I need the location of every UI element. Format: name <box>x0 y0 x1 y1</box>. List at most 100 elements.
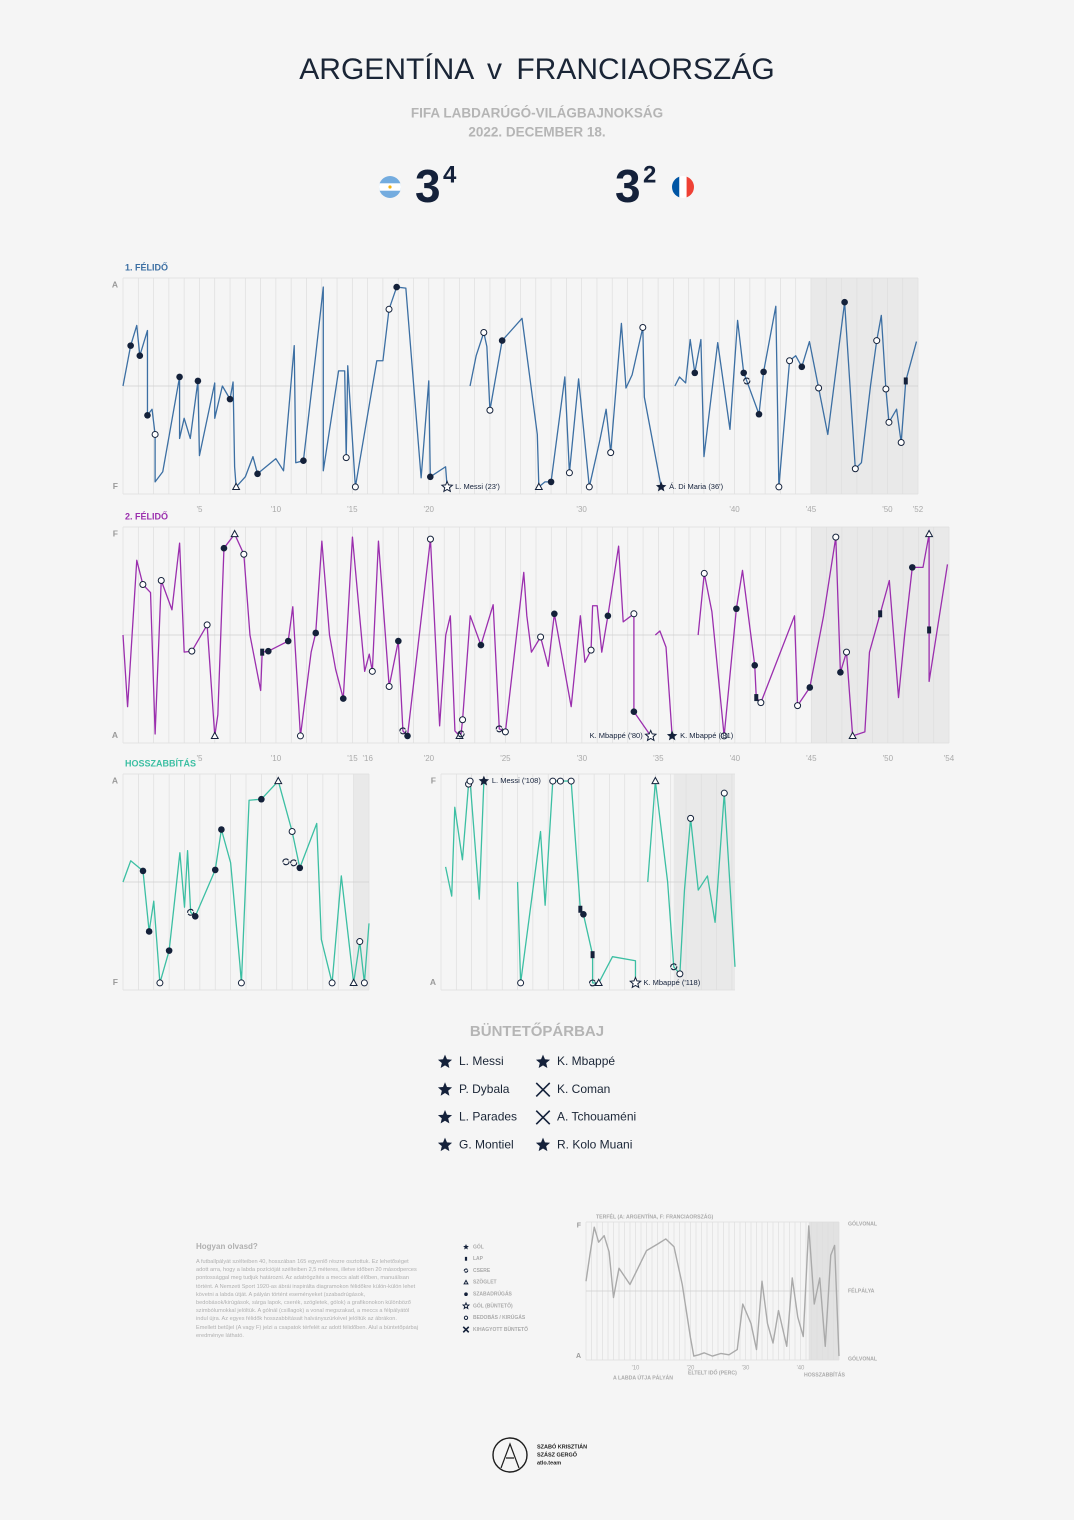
throw-in-marker <box>587 646 595 654</box>
y-tick-label: A <box>112 775 118 785</box>
corner-marker <box>924 529 934 538</box>
throw-in-marker <box>328 979 336 987</box>
ball-path <box>122 780 370 984</box>
free-kick-marker <box>220 544 228 552</box>
throw-in-marker <box>897 439 905 447</box>
free-kick-marker <box>604 612 612 620</box>
free-kick-marker <box>226 395 234 403</box>
throw-in-marker <box>775 483 783 491</box>
throw-in-marker <box>786 357 794 365</box>
free-kick-marker <box>296 864 304 872</box>
x-tick-label: '40 <box>730 754 741 763</box>
throw-in-marker <box>203 621 211 629</box>
penalty-goal-marker <box>440 480 454 493</box>
card-marker <box>590 951 595 959</box>
free-kick-marker <box>339 695 347 702</box>
free-kick-marker <box>300 457 307 464</box>
x-tick-label: '30 <box>576 505 587 514</box>
free-kick-marker <box>136 352 144 360</box>
free-kick-marker <box>798 363 806 371</box>
goal-marker <box>437 1054 453 1069</box>
substitution-marker <box>399 727 407 735</box>
substitution-marker <box>187 908 195 916</box>
shootout-taker: L. Messi <box>459 1054 504 1068</box>
card-marker <box>903 377 908 385</box>
ball-path <box>122 286 918 488</box>
goal-marker <box>463 1243 469 1250</box>
free-kick-marker <box>426 473 434 481</box>
free-kick-marker <box>580 910 587 918</box>
goal-marker <box>666 730 678 741</box>
free-kick-marker <box>547 478 555 486</box>
throw-in-marker <box>463 1315 469 1320</box>
y-tick-label: F <box>113 481 118 491</box>
x-tick-label: '30 <box>577 754 588 763</box>
missed-penalty-marker <box>535 1082 551 1098</box>
y-tick-label: F <box>113 977 118 987</box>
x-tick-label: '40 <box>797 1366 805 1372</box>
home-goals: 3 <box>415 160 441 212</box>
goal-marker <box>437 1109 453 1124</box>
free-kick-marker <box>395 637 402 645</box>
x-tick-label: '5 <box>196 505 203 514</box>
y-tick-label: A <box>112 730 118 740</box>
throw-in-marker <box>794 702 802 710</box>
date: 2022. DECEMBER 18. <box>468 125 605 140</box>
free-kick-marker <box>312 629 320 637</box>
shootout-taker: R. Kolo Muani <box>557 1137 632 1151</box>
goal-label: L. Messi ('108) <box>492 776 541 785</box>
free-kick-marker <box>191 913 199 920</box>
free-kick-marker <box>630 708 638 716</box>
corner-marker <box>210 731 220 740</box>
x-tick-label: '20 <box>424 754 435 763</box>
throw-in-marker <box>885 418 893 426</box>
free-kick-marker <box>211 866 219 874</box>
goal-label: L. Messi (23') <box>455 482 500 491</box>
throw-in-marker <box>351 483 359 491</box>
goal-marker <box>478 775 490 786</box>
legend-label: CSERE <box>473 1268 491 1274</box>
chart-title: HOSSZABBÍTÁS <box>125 758 196 768</box>
throw-in-marker <box>296 732 304 740</box>
throw-in-marker <box>368 667 376 675</box>
credit: atlo.team <box>537 1460 561 1466</box>
free-kick-marker <box>498 337 506 344</box>
corner-marker <box>230 529 239 538</box>
throw-in-marker <box>385 305 393 313</box>
flag-france <box>672 176 694 198</box>
free-kick-marker <box>751 661 759 669</box>
example-annotation: A LABDA ÚTJA PÁLYÁN <box>613 1374 673 1381</box>
legend-label: BEDOBÁS / KIRÚGÁS <box>473 1314 526 1321</box>
card-marker <box>260 648 265 656</box>
goal-label: Á. Di Maria (36') <box>669 482 723 491</box>
shootout-taker: G. Montiel <box>459 1137 514 1151</box>
throw-in-marker <box>815 384 823 392</box>
throw-in-marker <box>843 648 851 656</box>
card-marker <box>754 694 759 702</box>
x-tick-label: '5 <box>196 754 203 763</box>
shootout-taker: A. Tchouaméni <box>557 1110 636 1124</box>
free-kick-marker <box>258 795 265 803</box>
free-kick-marker <box>265 647 272 655</box>
free-kick-marker <box>127 342 134 349</box>
x-tick-label: '45 <box>806 505 817 514</box>
free-kick-marker <box>254 470 261 478</box>
away-goals: 3 <box>615 160 641 212</box>
goal-label: K. Mbappé ('118) <box>643 978 700 987</box>
substitution-marker <box>282 858 290 866</box>
home-penalties: 4 <box>443 161 457 188</box>
goal-label: K. Mbappé ('80) <box>590 731 644 740</box>
goal-marker <box>655 481 667 492</box>
corner-marker <box>848 731 857 740</box>
free-kick-marker <box>477 641 485 649</box>
substitution-marker <box>495 725 503 733</box>
throw-in-marker <box>556 777 564 785</box>
free-kick-marker <box>841 298 848 306</box>
throw-in-marker <box>700 569 708 577</box>
x-tick-label: '45 <box>806 754 817 763</box>
throw-in-marker <box>157 576 165 584</box>
throw-in-marker <box>832 533 840 541</box>
free-kick-marker <box>194 377 202 385</box>
away-penalties: 2 <box>643 161 656 188</box>
example-annotation: GÓLVONAL <box>848 1219 878 1227</box>
